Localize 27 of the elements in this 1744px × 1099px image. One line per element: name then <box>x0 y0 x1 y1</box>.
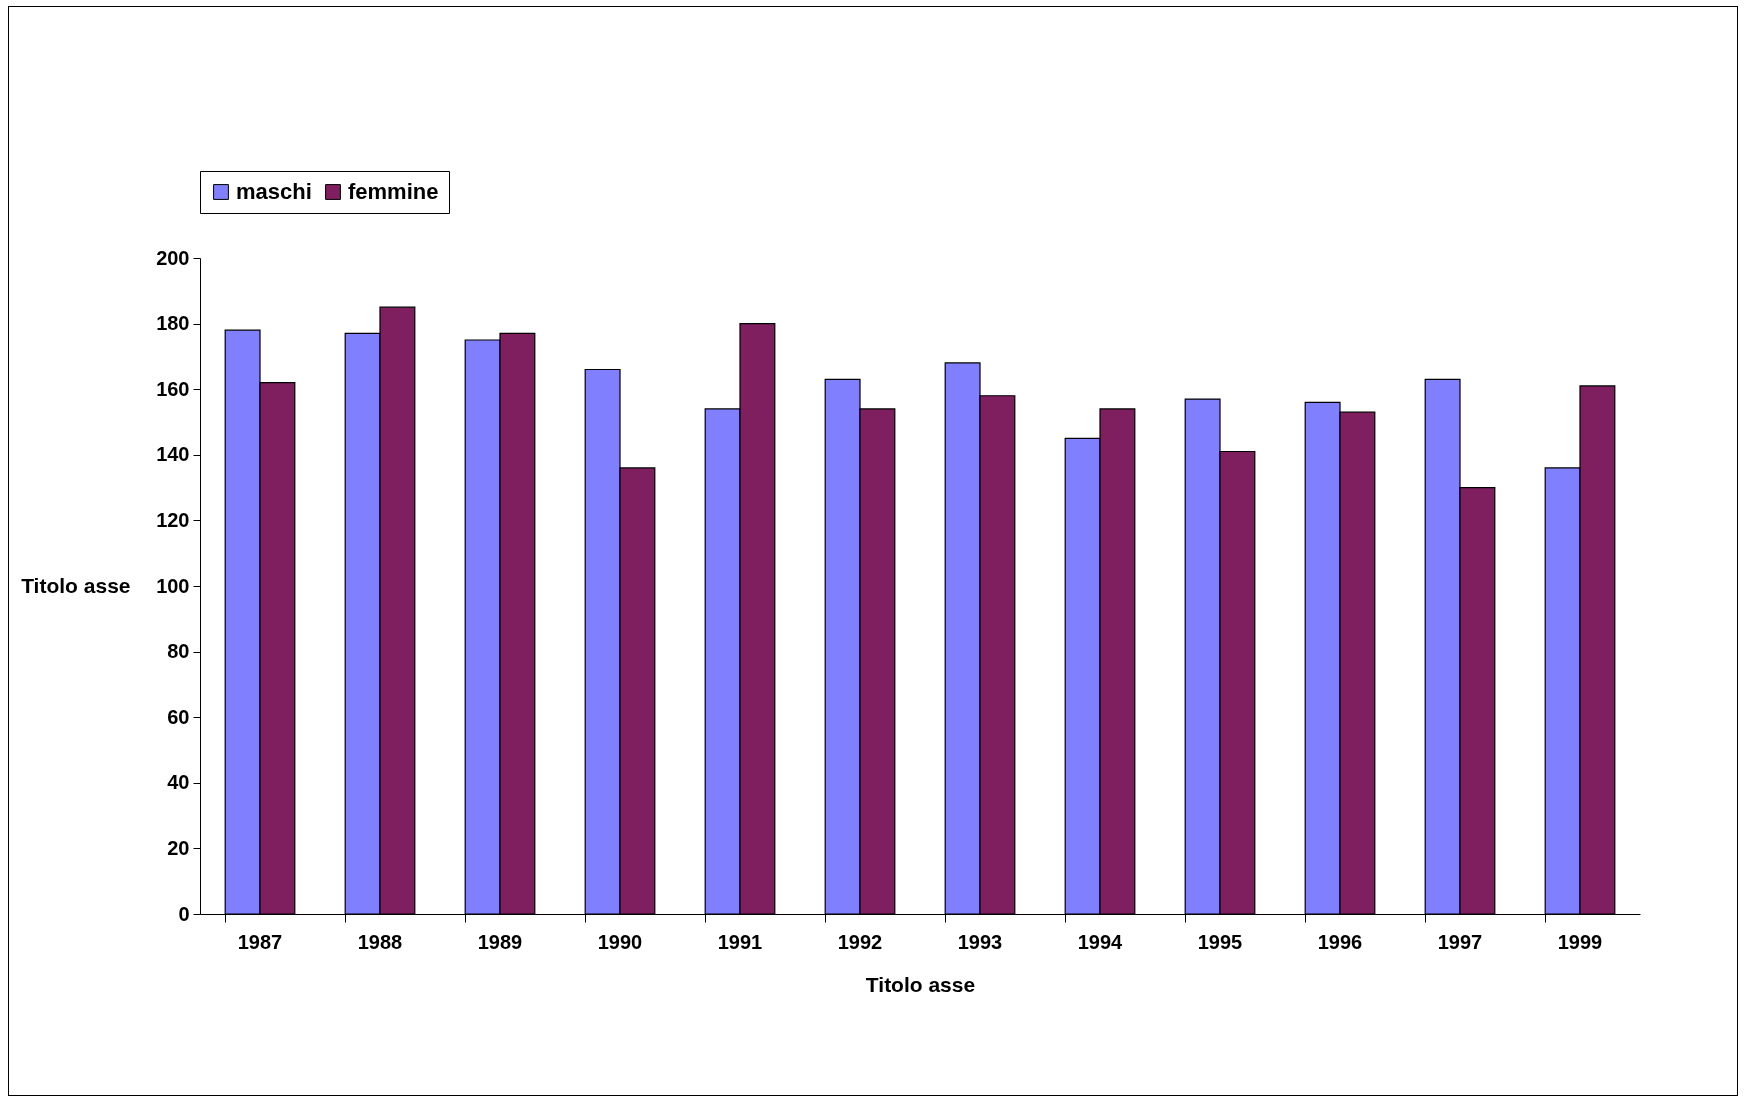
x-tick-label: 1996 <box>1317 930 1363 953</box>
x-tick-label: 1989 <box>477 930 523 953</box>
x-tick-label: 1995 <box>1197 930 1243 953</box>
x-tick-label: 1994 <box>1077 930 1124 953</box>
y-tick-label: 140 <box>156 443 190 466</box>
y-tick-label: 0 <box>178 902 190 925</box>
x-tick-label: 1991 <box>717 930 763 953</box>
y-tick-label: 120 <box>156 508 190 531</box>
x-tick-label: 1999 <box>1557 930 1603 953</box>
y-tick-label: 100 <box>156 574 190 597</box>
legend-label: maschi <box>236 179 312 204</box>
y-tick-label: 200 <box>156 246 190 269</box>
y-axis-title: Titolo asse <box>21 573 131 597</box>
x-tick-label: 1997 <box>1437 930 1483 953</box>
x-tick-label: 1988 <box>357 930 403 953</box>
y-tick-label: 180 <box>156 312 190 335</box>
y-tick-label: 160 <box>156 377 190 400</box>
x-tick-label: 1993 <box>957 930 1003 953</box>
x-axis-title: Titolo asse <box>865 972 976 996</box>
x-tick-label: 1987 <box>237 930 283 953</box>
x-tick-label: 1992 <box>837 930 883 953</box>
y-tick-label: 80 <box>167 640 190 663</box>
y-tick-label: 60 <box>167 705 190 728</box>
legend-label: femmine <box>348 179 439 204</box>
y-tick-label: 20 <box>167 836 190 859</box>
y-tick-label: 40 <box>167 771 190 794</box>
x-tick-label: 1990 <box>597 930 643 953</box>
